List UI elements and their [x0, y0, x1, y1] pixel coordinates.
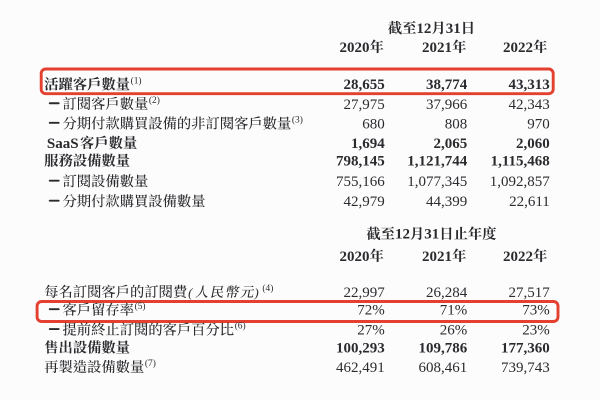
svg-text:2020: 2020 [340, 40, 370, 56]
svg-text:608,461: 608,461 [418, 360, 467, 376]
svg-text:970: 970 [527, 116, 550, 132]
svg-text:(6): (6) [235, 321, 246, 332]
svg-text:28,655: 28,655 [344, 77, 385, 93]
svg-text:462,491: 462,491 [336, 360, 385, 376]
svg-text:(5): (5) [135, 301, 146, 312]
svg-text:26,284: 26,284 [426, 285, 468, 301]
svg-text:44,399: 44,399 [426, 194, 467, 210]
svg-text:2021: 2021 [422, 40, 452, 56]
svg-text:71%: 71% [440, 303, 468, 319]
svg-text:26%: 26% [440, 323, 468, 339]
svg-text:): ) [253, 285, 258, 300]
svg-text:1,077,345: 1,077,345 [407, 174, 467, 190]
svg-text:2,060: 2,060 [516, 136, 550, 152]
svg-text:109,786: 109,786 [418, 340, 467, 356]
svg-text:12: 12 [416, 21, 431, 37]
svg-text:100,293: 100,293 [336, 340, 385, 356]
svg-text:2022: 2022 [503, 249, 533, 265]
svg-text:31: 31 [446, 21, 461, 37]
svg-text:27%: 27% [357, 323, 385, 339]
svg-text:(7): (7) [145, 358, 156, 369]
svg-text:680: 680 [362, 116, 385, 132]
svg-text:22,611: 22,611 [509, 194, 550, 210]
svg-text:1,115,468: 1,115,468 [491, 154, 550, 170]
svg-text:43,313: 43,313 [509, 77, 550, 93]
svg-text:27,517: 27,517 [509, 285, 551, 301]
svg-text:22,997: 22,997 [344, 285, 386, 301]
svg-text:177,360: 177,360 [501, 340, 550, 356]
svg-text:(: ( [188, 285, 193, 300]
svg-text:27,975: 27,975 [344, 97, 385, 113]
svg-text:42,979: 42,979 [344, 194, 385, 210]
svg-text:1,121,744: 1,121,744 [407, 154, 468, 170]
svg-text:(2): (2) [149, 95, 160, 106]
svg-text:23%: 23% [522, 323, 550, 339]
svg-text:(4): (4) [262, 283, 273, 294]
svg-text:2020: 2020 [340, 249, 370, 265]
svg-text:808: 808 [445, 116, 468, 132]
svg-text:2021: 2021 [422, 249, 452, 265]
svg-text:798,145: 798,145 [336, 154, 385, 170]
svg-text:755,166: 755,166 [336, 174, 385, 190]
svg-text:12: 12 [395, 227, 410, 243]
svg-text:(1): (1) [131, 75, 142, 86]
svg-text:73%: 73% [522, 303, 550, 319]
svg-text:31: 31 [424, 227, 439, 243]
svg-text:1,694: 1,694 [351, 136, 385, 152]
svg-text:2022: 2022 [503, 40, 533, 56]
svg-text:42,343: 42,343 [509, 97, 550, 113]
svg-text:SaaS: SaaS [47, 136, 79, 152]
svg-text:1,092,857: 1,092,857 [490, 174, 551, 190]
svg-text:2,065: 2,065 [433, 136, 467, 152]
svg-text:72%: 72% [357, 303, 385, 319]
svg-text:37,966: 37,966 [426, 97, 468, 113]
svg-text:(3): (3) [292, 115, 303, 126]
svg-text:739,743: 739,743 [501, 360, 550, 376]
svg-text:38,774: 38,774 [426, 77, 468, 93]
